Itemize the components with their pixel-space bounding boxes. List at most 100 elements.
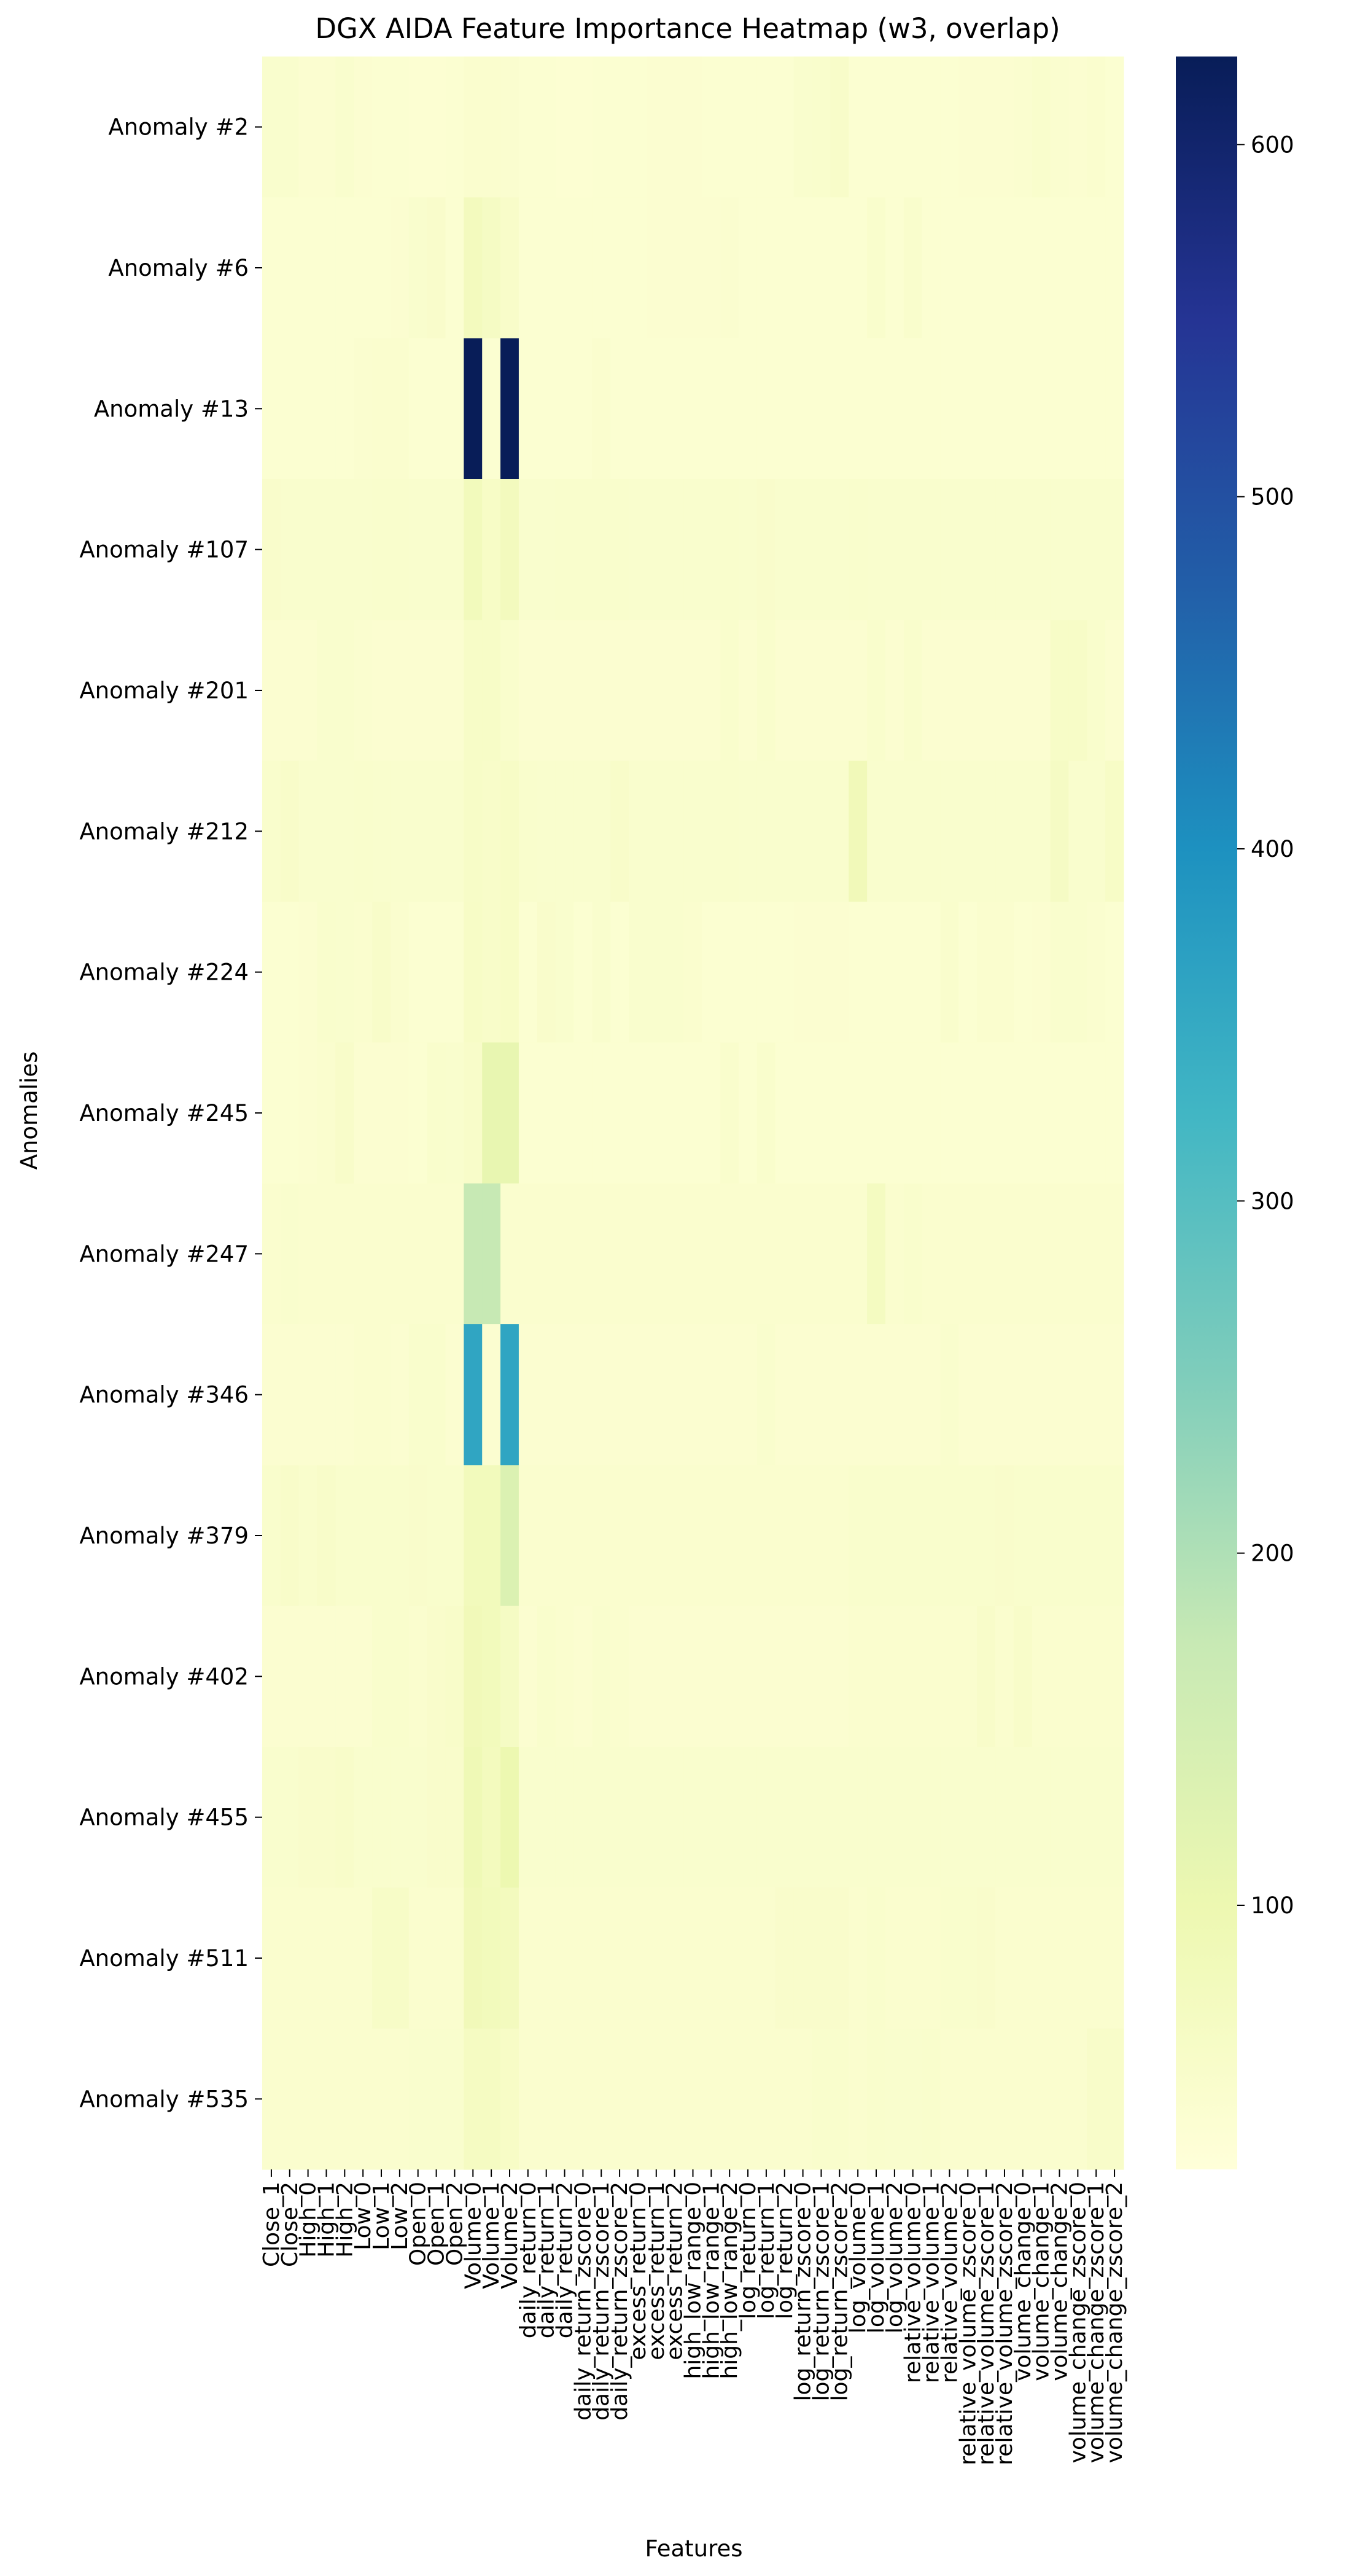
heatmap-cell [629,1606,648,1747]
heatmap-cell [940,1324,959,1466]
heatmap-cell [665,197,685,339]
heatmap-cell [610,1042,629,1184]
heatmap-cell [867,479,886,620]
heatmap-cell [464,197,483,339]
heatmap-cell [739,620,758,762]
heatmap-cell [812,479,831,620]
heatmap-cell [885,57,904,198]
heatmap-cell [445,479,464,620]
heatmap-cell [1105,760,1124,902]
heatmap-cell [555,1042,575,1184]
heatmap-cell [977,197,996,339]
heatmap-cell [262,57,281,198]
heatmap-cell [555,338,575,480]
heatmap-cell [1013,197,1033,339]
heatmap-cell [867,197,886,339]
heatmap-cell [793,760,813,902]
heatmap-cell [830,338,849,480]
heatmap-cell [390,1887,410,2029]
heatmap-cell [885,760,904,902]
x-tick-label: volume_change_1 [1029,2182,1054,2381]
heatmap-cell [335,1747,354,1888]
x-tick-label: daily_return_zscore_1 [589,2182,614,2421]
heatmap-cell [885,1747,904,1888]
heatmap-cell [665,1042,685,1184]
x-tick-label: Close_2 [278,2182,303,2267]
heatmap-cell [739,1324,758,1466]
heatmap-cell [537,620,556,762]
heatmap-cell [537,1183,556,1325]
heatmap-cell [280,620,300,762]
heatmap-cell [1013,479,1033,620]
heatmap-cell [702,1887,721,2029]
heatmap-cell [977,1183,996,1325]
heatmap-cell [390,1183,410,1325]
heatmap-cell [995,1324,1014,1466]
heatmap-cell [298,760,318,902]
heatmap-cell [1068,1747,1087,1888]
heatmap-cell [372,1042,391,1184]
heatmap-cell [408,57,428,198]
heatmap-cell [573,1747,593,1888]
heatmap-cell [647,1747,666,1888]
heatmap-cell [775,760,795,902]
heatmap-cell [885,197,904,339]
heatmap-cell [702,2028,721,2170]
heatmap-cell [298,1183,318,1325]
heatmap-cell [372,57,391,198]
heatmap-cell [500,1606,519,1747]
y-tick-label: Anomaly #212 [79,818,249,845]
heatmap-cell [683,1042,703,1184]
heatmap-cell [1068,2028,1087,2170]
heatmap-cell [665,902,685,1043]
heatmap-cell [1050,620,1070,762]
heatmap-cell [427,338,446,480]
heatmap-cell [1032,1747,1051,1888]
heatmap-cell [335,2028,354,2170]
heatmap-cell [720,338,739,480]
heatmap-cell [702,620,721,762]
heatmap-cell [354,1887,373,2029]
heatmap-cell [1105,1183,1124,1325]
heatmap-cell [262,1324,281,1466]
heatmap-cell [335,1042,354,1184]
heatmap-cell [665,1324,685,1466]
heatmap-cell [702,1183,721,1325]
heatmap-cell [867,1465,886,1607]
heatmap-cell [317,1606,336,1747]
heatmap-cell [867,1183,886,1325]
heatmap-cell [482,2028,501,2170]
heatmap-cell [830,1042,849,1184]
heatmap-cell [647,1324,666,1466]
x-axis-label: Features [645,2535,742,2562]
y-tick-label: Anomaly #511 [79,1945,249,1972]
heatmap-cell [702,1465,721,1607]
heatmap-cell [335,338,354,480]
heatmap-cell [775,1183,795,1325]
heatmap-cell [555,1183,575,1325]
x-tick-label: excess_return_0 [626,2182,651,2360]
heatmap-cell [335,57,354,198]
heatmap-cell [1032,1324,1051,1466]
x-tick-label: Low_0 [351,2182,376,2250]
heatmap-cell [665,2028,685,2170]
heatmap-cell [390,57,410,198]
heatmap-cell [500,1324,519,1466]
heatmap-cell [683,760,703,902]
heatmap-cell [445,1324,464,1466]
heatmap-cell [464,1887,483,2029]
heatmap-cell [1068,57,1087,198]
heatmap-cell [592,1887,611,2029]
heatmap-cell [427,1887,446,2029]
heatmap-cell [408,620,428,762]
heatmap-cell [537,760,556,902]
heatmap-cell [445,2028,464,2170]
heatmap-cell [518,1042,538,1184]
x-tick-label: relative_volume_zscore_2 [992,2182,1017,2465]
heatmap-cell [573,1183,593,1325]
heatmap-cell [830,197,849,339]
heatmap-cell [830,57,849,198]
heatmap-cell [500,57,519,198]
heatmap-cell [958,760,977,902]
heatmap-cell [756,197,776,339]
